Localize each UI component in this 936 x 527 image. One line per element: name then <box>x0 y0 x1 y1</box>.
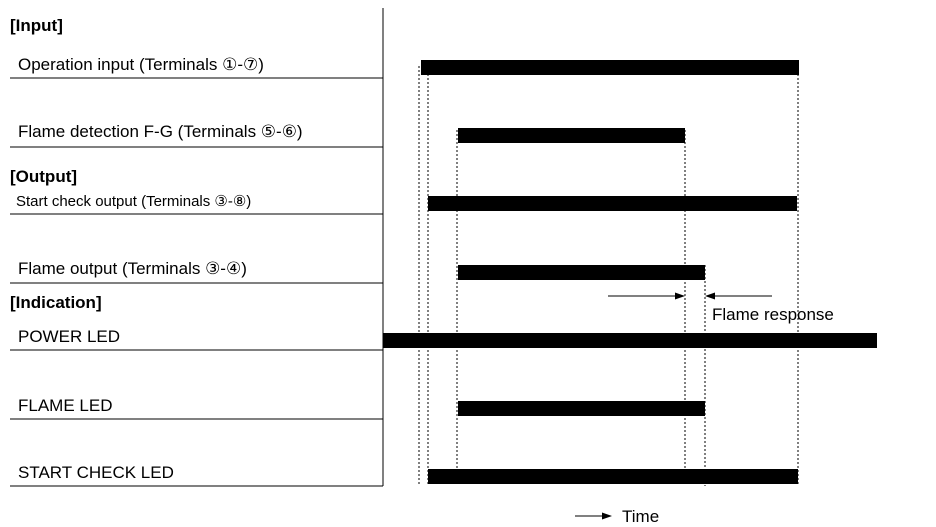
signal-bar-flame-led <box>458 401 705 416</box>
signal-label-flame-output: Flame output (Terminals ③-④) <box>18 259 247 278</box>
section-header-input: [Input] <box>10 16 63 35</box>
signal-bar-power-led <box>383 333 877 348</box>
signal-bar-flame-detection <box>458 128 685 143</box>
signal-label-flame-detection: Flame detection F-G (Terminals ⑤-⑥) <box>18 122 303 141</box>
flame-response-label: Flame response <box>712 305 834 324</box>
signal-bar-start-check-output <box>428 196 797 211</box>
signal-label-flame-led: FLAME LED <box>18 396 112 415</box>
time-label: Time <box>622 507 659 526</box>
signal-label-start-check-led: START CHECK LED <box>18 463 174 482</box>
signal-label-start-check-output: Start check output (Terminals ③-⑧) <box>16 193 251 210</box>
section-header-output: [Output] <box>10 167 77 186</box>
signal-bar-operation-input <box>421 60 799 75</box>
section-header-indication: [Indication] <box>10 293 102 312</box>
flame-response-arrow-left <box>608 292 685 300</box>
time-arrow <box>575 512 612 520</box>
signal-bar-flame-output <box>458 265 705 280</box>
signal-label-operation-input: Operation input (Terminals ①-⑦) <box>18 55 264 74</box>
flame-response-arrow-right <box>705 292 772 300</box>
signal-bar-start-check-led <box>428 469 798 484</box>
signal-label-power-led: POWER LED <box>18 327 120 346</box>
